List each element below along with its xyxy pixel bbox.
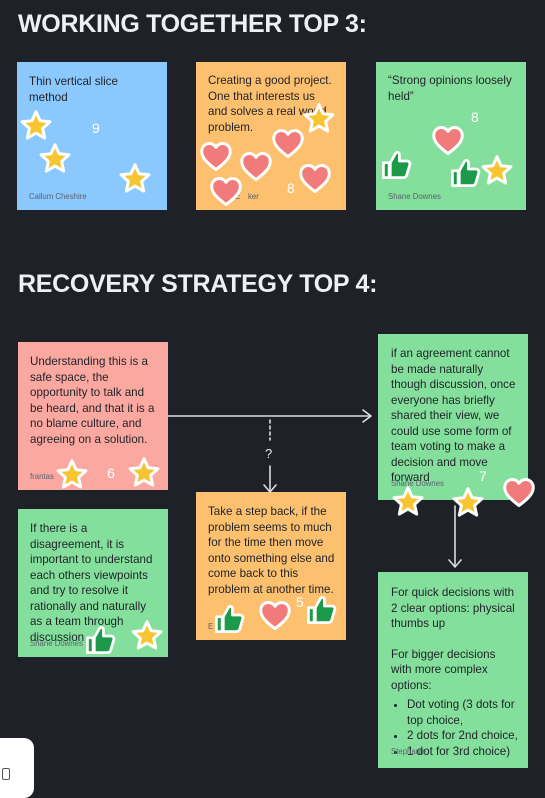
- note-text: Take a step back, if the problem seems t…: [208, 505, 335, 596]
- note-author: E: [208, 622, 214, 631]
- note-author: Shane Downes: [391, 479, 444, 488]
- heart-icon[interactable]: [432, 125, 464, 157]
- note-text: Creating a good project. One that intere…: [208, 74, 332, 134]
- note-text: Thin vertical slice method: [29, 75, 118, 104]
- vote-count: 8: [287, 180, 295, 196]
- star-icon[interactable]: [128, 457, 160, 489]
- star-icon[interactable]: [39, 143, 71, 175]
- heart-icon[interactable]: [299, 163, 331, 195]
- heart-icon[interactable]: [503, 477, 535, 509]
- note-author: frantas: [30, 472, 54, 481]
- note-author-tail: ker: [248, 192, 259, 201]
- bullet-item: 2 dots for 2nd choice,: [407, 728, 519, 744]
- thumbs-up-icon[interactable]: [84, 624, 116, 656]
- note-author: E: [235, 192, 241, 201]
- star-icon[interactable]: [20, 110, 52, 142]
- recovery-strategy-heading: RECOVERY STRATEGY TOP 4:: [18, 270, 378, 298]
- heart-icon[interactable]: [200, 141, 232, 173]
- thumbs-up-icon[interactable]: [380, 149, 412, 181]
- heart-icon[interactable]: [210, 176, 242, 208]
- vote-count: 8: [471, 109, 479, 125]
- note-text: If there is a disagreement, it is import…: [30, 522, 153, 644]
- thumbs-up-icon[interactable]: [305, 594, 337, 626]
- thumbs-up-icon[interactable]: [213, 603, 245, 635]
- note-author: Shane Downes: [30, 639, 83, 648]
- star-icon[interactable]: [56, 459, 88, 491]
- star-icon[interactable]: [119, 163, 151, 195]
- working-together-heading: WORKING TOGETHER TOP 3:: [18, 10, 367, 38]
- star-icon[interactable]: [481, 155, 513, 187]
- star-icon[interactable]: [392, 486, 424, 518]
- sticky-note-disagreement[interactable]: If there is a disagreement, it is import…: [18, 509, 168, 657]
- arrow-icon: [362, 409, 372, 423]
- note-text: “Strong opinions loosely held”: [388, 74, 512, 103]
- heart-icon[interactable]: [240, 151, 272, 183]
- note-author: Callum Cheshire: [29, 192, 87, 201]
- star-icon[interactable]: [452, 487, 484, 519]
- note-intro: For quick decisions with 2 clear options…: [391, 586, 515, 630]
- vote-count: 5: [296, 594, 304, 610]
- note-body: For quick decisions with 2 clear options…: [391, 585, 519, 759]
- sticky-note-team-voting[interactable]: if an agreement cannot be made naturally…: [378, 334, 528, 500]
- toolbar-handle-icon: [2, 768, 10, 780]
- thumbs-up-icon[interactable]: [449, 157, 481, 189]
- bullet-item: 1 dot for 3rd choice): [407, 744, 519, 760]
- star-icon[interactable]: [131, 620, 163, 652]
- heart-icon[interactable]: [272, 128, 304, 160]
- question-mark: ?: [265, 446, 273, 461]
- note-text: Understanding this is a safe space, the …: [30, 355, 155, 446]
- vote-count: 6: [107, 465, 115, 481]
- note-text: if an agreement cannot be made naturally…: [391, 347, 516, 484]
- note-author: Shane Downes: [388, 192, 441, 201]
- star-icon[interactable]: [303, 103, 335, 135]
- vote-count: 9: [92, 120, 100, 136]
- sticky-note-decision-methods[interactable]: For quick decisions with 2 clear options…: [378, 572, 528, 768]
- bullet-item: Dot voting (3 dots for top choice,: [407, 697, 519, 728]
- connector-arrows: [167, 409, 462, 568]
- vote-count: 7: [479, 468, 487, 484]
- bullet-list: Dot voting (3 dots for top choice, 2 dot…: [391, 697, 519, 759]
- note-subheading: For bigger decisions with more complex o…: [391, 647, 496, 692]
- heart-icon[interactable]: [259, 600, 291, 632]
- note-author: Stephanie: [391, 747, 427, 756]
